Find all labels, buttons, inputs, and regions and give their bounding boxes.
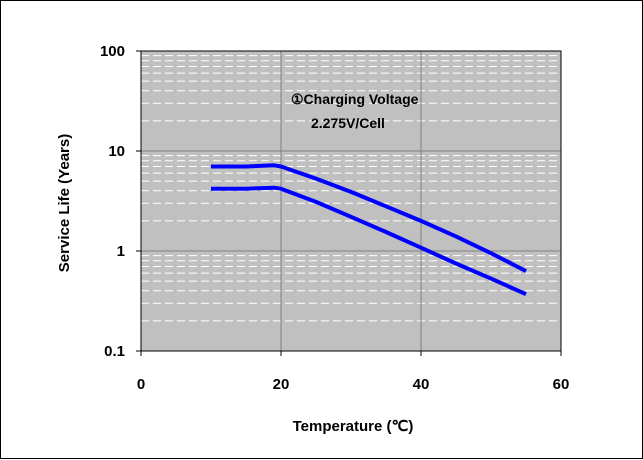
x-tick-label: 0 (137, 376, 145, 393)
plot-border (140, 50, 562, 352)
y-tick-label: 10 (108, 143, 125, 160)
y-tick-label: 100 (100, 43, 125, 60)
y-tick-label: 0.1 (104, 343, 125, 360)
series-line-2 (211, 185, 527, 297)
x-tick-label: 20 (273, 376, 290, 393)
x-tick-label: 40 (413, 376, 430, 393)
y-tick-labels: 0.1 1 10 100 (100, 43, 125, 360)
y-tick-label: 1 (117, 243, 125, 260)
plot-area (141, 51, 561, 351)
x-tick-label: 60 (553, 376, 570, 393)
series-line-1 (211, 163, 527, 273)
y-axis-title: Service Life (Years) (56, 134, 73, 272)
x-tick-labels: 0 20 40 60 (137, 376, 570, 393)
series-lines (211, 163, 527, 297)
annotation-charging-voltage: ①Charging Voltage (291, 91, 419, 107)
x-axis-title: Temperature (℃) (293, 418, 414, 435)
annotation-voltage-per-cell: 2.275V/Cell (311, 115, 385, 131)
